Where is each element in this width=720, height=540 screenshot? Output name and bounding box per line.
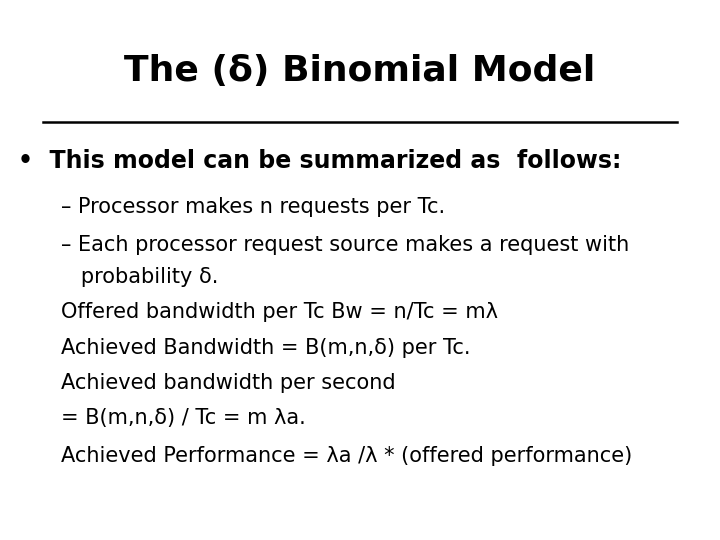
Text: Achieved Bandwidth = B(m,n,δ) per Tc.: Achieved Bandwidth = B(m,n,δ) per Tc. (61, 338, 471, 357)
Text: Achieved bandwidth per second: Achieved bandwidth per second (61, 373, 396, 393)
Text: probability δ.: probability δ. (61, 267, 219, 287)
Text: – Each processor request source makes a request with: – Each processor request source makes a … (61, 235, 629, 255)
Text: •  This model can be summarized as  follows:: • This model can be summarized as follow… (18, 148, 621, 172)
Text: – Processor makes n requests per Tc.: – Processor makes n requests per Tc. (61, 197, 446, 217)
Text: The (δ) Binomial Model: The (δ) Binomial Model (125, 54, 595, 88)
Text: = B(m,n,δ) / Tc = m λa.: = B(m,n,δ) / Tc = m λa. (61, 408, 306, 428)
Text: Offered bandwidth per Tc Bw = n/Tc = mλ: Offered bandwidth per Tc Bw = n/Tc = mλ (61, 302, 498, 322)
Text: Achieved Performance = λa /λ * (offered performance): Achieved Performance = λa /λ * (offered … (61, 446, 632, 465)
